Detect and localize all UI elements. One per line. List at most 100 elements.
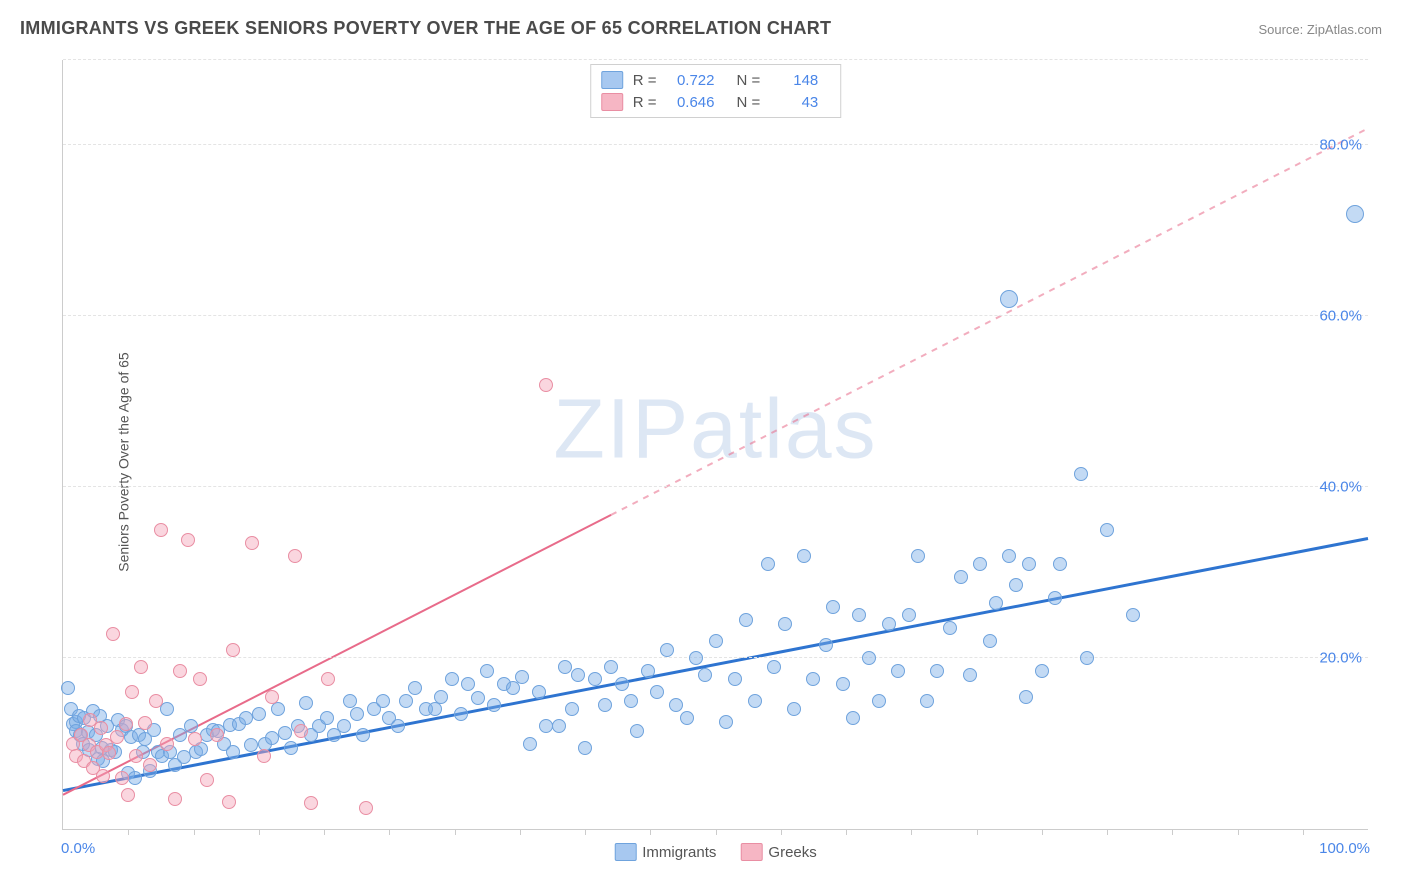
data-point (115, 771, 129, 785)
data-point (288, 549, 302, 563)
x-tick (781, 829, 782, 835)
data-point (680, 711, 694, 725)
data-point (1035, 664, 1049, 678)
data-point (184, 719, 198, 733)
data-point (304, 796, 318, 810)
data-point (719, 715, 733, 729)
data-point (143, 758, 157, 772)
x-tick (520, 829, 521, 835)
data-point (188, 732, 202, 746)
data-point (761, 557, 775, 571)
data-point (911, 549, 925, 563)
data-point (200, 773, 214, 787)
data-point (650, 685, 664, 699)
data-point (1074, 467, 1088, 481)
x-tick (585, 829, 586, 835)
data-point (806, 672, 820, 686)
data-point (245, 536, 259, 550)
data-point (660, 643, 674, 657)
data-point (862, 651, 876, 665)
y-tick-label: 60.0% (1319, 308, 1362, 325)
data-point (173, 664, 187, 678)
data-point (284, 741, 298, 755)
data-point (624, 694, 638, 708)
data-point (846, 711, 860, 725)
data-point (94, 721, 108, 735)
x-tick (389, 829, 390, 835)
data-point (920, 694, 934, 708)
data-point (265, 731, 279, 745)
data-point (963, 668, 977, 682)
data-point (257, 749, 271, 763)
data-point (428, 702, 442, 716)
x-axis-start: 0.0% (61, 840, 95, 857)
series-legend: Immigrants Greeks (614, 843, 817, 861)
data-point (252, 707, 266, 721)
n-value: 148 (770, 72, 818, 89)
gridline (63, 59, 1368, 60)
data-point (1009, 578, 1023, 592)
data-point (852, 608, 866, 622)
data-point (778, 617, 792, 631)
data-point (110, 730, 124, 744)
data-point (102, 746, 116, 760)
data-point (604, 660, 618, 674)
data-point (973, 557, 987, 571)
x-tick (846, 829, 847, 835)
y-tick-label: 80.0% (1319, 137, 1362, 154)
x-tick (128, 829, 129, 835)
data-point (454, 707, 468, 721)
r-value: 0.646 (667, 94, 715, 111)
data-point (210, 728, 224, 742)
x-tick (1107, 829, 1108, 835)
data-point (989, 596, 1003, 610)
data-point (129, 749, 143, 763)
data-point (391, 719, 405, 733)
x-tick (324, 829, 325, 835)
data-point (138, 716, 152, 730)
swatch-icon (740, 843, 762, 861)
data-point (565, 702, 579, 716)
gridline (63, 657, 1368, 658)
legend-label: Immigrants (642, 844, 716, 861)
data-point (1080, 651, 1094, 665)
data-point (902, 608, 916, 622)
x-tick (194, 829, 195, 835)
data-point (539, 378, 553, 392)
data-point (480, 664, 494, 678)
data-point (787, 702, 801, 716)
data-point (265, 690, 279, 704)
x-axis-end: 100.0% (1319, 840, 1370, 857)
swatch-icon (601, 71, 623, 89)
correlation-legend: R = 0.722 N = 148 R = 0.646 N = 43 (590, 64, 842, 118)
legend-item: Immigrants (614, 843, 716, 861)
data-point (739, 613, 753, 627)
data-point (819, 638, 833, 652)
correlation-row: R = 0.722 N = 148 (601, 69, 831, 91)
x-tick (716, 829, 717, 835)
r-value: 0.722 (667, 72, 715, 89)
data-point (160, 702, 174, 716)
data-point (1000, 290, 1018, 308)
data-point (350, 707, 364, 721)
data-point (337, 719, 351, 733)
chart-title: IMMIGRANTS VS GREEK SENIORS POVERTY OVER… (20, 18, 831, 39)
data-point (689, 651, 703, 665)
data-point (128, 771, 142, 785)
data-point (748, 694, 762, 708)
data-point (1002, 549, 1016, 563)
data-point (121, 788, 135, 802)
x-tick (455, 829, 456, 835)
data-point (1053, 557, 1067, 571)
data-point (299, 696, 313, 710)
data-point (1048, 591, 1062, 605)
data-point (836, 677, 850, 691)
data-point (471, 691, 485, 705)
data-point (983, 634, 997, 648)
x-tick (1303, 829, 1304, 835)
data-point (61, 681, 75, 695)
data-point (134, 660, 148, 674)
data-point (278, 726, 292, 740)
swatch-icon (614, 843, 636, 861)
data-point (408, 681, 422, 695)
